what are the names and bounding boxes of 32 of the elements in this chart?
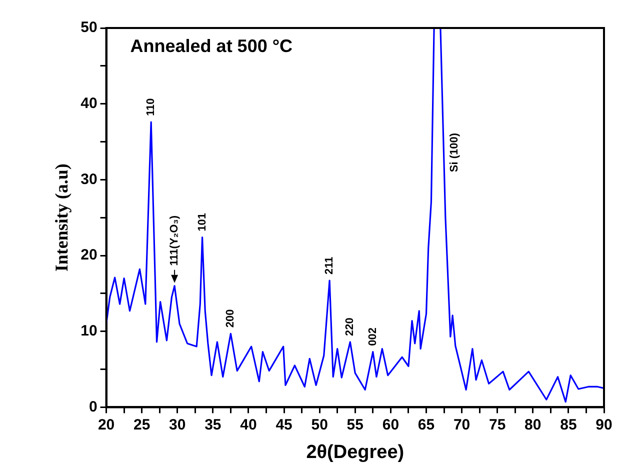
y-tick-label: 30	[80, 170, 98, 188]
x-tick-label: 25	[133, 416, 150, 434]
annotation: 101	[196, 212, 208, 232]
annotation: 111(Y₂O₃)	[168, 215, 181, 266]
x-axis-title: 2θ(Degree)	[306, 442, 404, 463]
y-axis-title: Intensity (a.u)	[51, 164, 72, 272]
x-tick-label: 35	[204, 416, 222, 434]
x-tick-label: 20	[98, 416, 115, 434]
annotation: 002	[366, 327, 379, 346]
x-tick-label: 85	[560, 416, 577, 434]
x-tick-label: 45	[276, 416, 292, 434]
x-tick-label: 55	[346, 416, 364, 434]
x-tick-label: 40	[240, 416, 257, 434]
chart-title: Annealed at 500 °C	[130, 36, 293, 56]
x-tick-label: 75	[489, 416, 506, 434]
annotation: 110	[145, 98, 158, 116]
y-tick-label: 0	[88, 398, 98, 416]
x-tick-label: 65	[418, 416, 435, 434]
annotation: 200	[224, 309, 237, 328]
y-tick-label: 20	[80, 246, 98, 264]
x-tick-label: 50	[311, 416, 328, 434]
x-tick-label: 90	[596, 416, 612, 434]
annotation: Si (100)	[448, 132, 461, 172]
x-tick-label: 60	[382, 416, 400, 434]
x-tick-label: 30	[169, 416, 186, 434]
y-tick-label: 10	[80, 322, 98, 340]
x-tick-label: 80	[524, 416, 542, 434]
y-tick-label: 40	[80, 94, 98, 112]
annotation: 220	[344, 318, 356, 336]
annotation: 211	[324, 256, 336, 275]
x-tick-label: 70	[453, 416, 470, 434]
y-tick-label: 50	[80, 19, 98, 36]
